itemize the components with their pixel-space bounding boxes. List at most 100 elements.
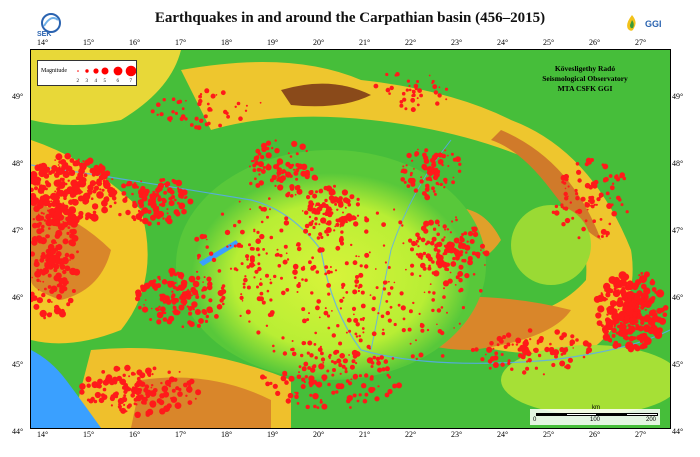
danube-river	[31, 164, 670, 364]
earthquake-point	[331, 390, 336, 395]
earthquake-point	[611, 327, 617, 333]
earthquake-point	[274, 139, 277, 142]
earthquake-point	[432, 227, 437, 231]
earthquake-point	[77, 175, 84, 182]
earthquake-point	[339, 353, 346, 359]
earthquake-point	[440, 306, 444, 309]
earthquake-point	[380, 314, 385, 319]
earthquake-point	[249, 208, 252, 211]
terrain-map[interactable]	[31, 50, 670, 428]
earthquake-point	[340, 230, 344, 234]
earthquake-point	[299, 143, 306, 150]
earthquake-point	[436, 249, 441, 253]
earthquake-point	[69, 229, 74, 234]
earthquake-point	[600, 228, 607, 235]
earthquake-point	[410, 97, 416, 103]
earthquake-point	[184, 117, 188, 121]
earthquake-point	[596, 197, 601, 202]
earthquake-point	[345, 220, 348, 224]
map-frame[interactable]	[30, 49, 671, 429]
earthquake-point	[302, 318, 307, 324]
earthquake-point	[389, 286, 394, 290]
earthquake-point	[421, 163, 428, 170]
earthquake-point	[437, 158, 444, 165]
earthquake-point	[123, 403, 126, 406]
earthquake-point	[341, 282, 346, 288]
earthquake-point	[359, 264, 363, 268]
earthquake-point	[420, 237, 426, 243]
earthquake-point	[529, 338, 532, 341]
earthquake-point	[198, 98, 203, 104]
earthquake-point	[383, 359, 389, 364]
earthquake-point	[307, 340, 313, 346]
earthquake-point	[439, 182, 443, 187]
earthquake-point	[604, 317, 611, 323]
observatory-line: Kövesligethy Radó	[554, 64, 616, 73]
earthquake-point	[314, 205, 317, 207]
earthquake-point	[405, 268, 407, 271]
earthquake-point	[358, 283, 363, 288]
earthquake-point	[68, 169, 76, 176]
earthquake-point	[442, 295, 446, 299]
earthquake-point	[325, 227, 332, 233]
earthquake-point	[644, 314, 651, 321]
earthquake-point	[64, 152, 71, 160]
earthquake-point	[55, 199, 60, 204]
earthquake-point	[276, 179, 279, 182]
earthquake-point	[262, 248, 265, 251]
earthquake-point	[186, 386, 193, 393]
earthquake-point	[86, 157, 94, 165]
earthquake-point	[150, 403, 155, 407]
earthquake-point	[261, 300, 266, 305]
earthquake-point	[233, 223, 237, 228]
earthquake-point	[519, 344, 526, 351]
earthquake-point	[159, 408, 166, 415]
earthquake-point	[346, 317, 352, 323]
earthquake-point	[251, 247, 255, 251]
earthquake-point	[327, 212, 333, 218]
earthquake-point	[640, 283, 647, 290]
earthquake-point	[354, 279, 360, 284]
earthquake-point	[156, 221, 161, 226]
earthquake-point	[399, 100, 404, 104]
earthquake-point	[173, 377, 178, 382]
earthquake-point	[436, 308, 442, 313]
earthquake-point	[405, 164, 408, 167]
earthquake-point	[280, 375, 287, 382]
earthquake-point	[125, 410, 128, 413]
lon-tick-label: 26°	[589, 430, 601, 439]
earthquake-point	[309, 384, 313, 388]
earthquake-point	[650, 322, 656, 328]
earthquake-point	[259, 233, 265, 240]
earthquake-point	[452, 176, 455, 179]
earthquake-point	[336, 220, 339, 223]
earthquake-point	[188, 311, 193, 316]
earthquake-point	[417, 245, 420, 248]
earthquake-point	[425, 242, 428, 246]
earthquake-point	[157, 182, 164, 189]
earthquake-point	[584, 219, 588, 223]
earthquake-point	[542, 373, 545, 376]
carpathian-peaks	[281, 83, 371, 107]
earthquake-point	[206, 276, 212, 282]
earthquake-point	[626, 292, 634, 299]
earthquake-point	[609, 185, 615, 191]
earthquake-point	[105, 374, 113, 381]
earthquake-point	[242, 282, 246, 286]
earthquake-point	[259, 296, 264, 302]
earthquake-point	[46, 312, 52, 318]
earthquake-point	[141, 195, 148, 202]
earthquake-point	[67, 297, 74, 304]
earthquake-point	[289, 186, 295, 191]
earthquake-point	[156, 102, 161, 107]
earthquake-point	[69, 259, 71, 261]
earthquake-point	[371, 331, 377, 337]
earthquake-point	[127, 387, 132, 392]
observatory-line: Seismological Observatory	[542, 74, 628, 83]
earthquake-point	[426, 328, 430, 332]
lon-tick-label: 17°	[175, 38, 187, 47]
earthquake-point	[393, 208, 396, 211]
earthquake-point	[164, 183, 169, 188]
earthquake-point	[615, 331, 619, 335]
earthquake-point	[282, 169, 286, 173]
